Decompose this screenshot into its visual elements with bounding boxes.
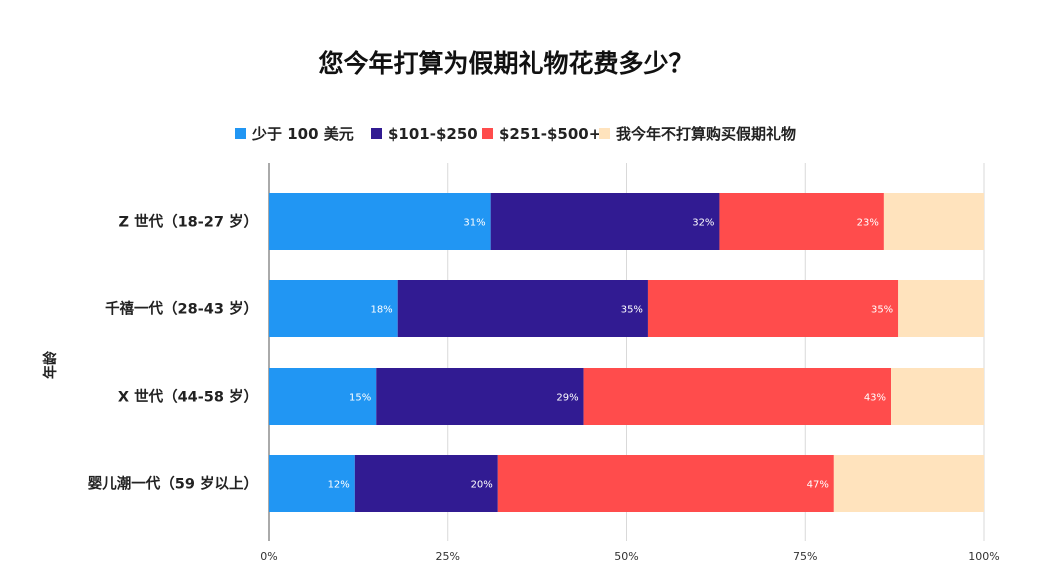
y-axis-label: 年龄 [42, 350, 59, 379]
legend-item[interactable]: $101-$250 [371, 125, 478, 143]
bar-segment [269, 455, 355, 512]
x-tick-label: 25% [436, 550, 460, 563]
bar-segment [397, 280, 648, 337]
data-label: 18% [370, 305, 392, 316]
bar-segment [376, 368, 584, 425]
x-tick-label: 0% [260, 550, 277, 563]
data-label: 47% [807, 480, 829, 491]
bar-segment [891, 368, 984, 425]
bar-segment [354, 455, 498, 512]
data-label: 31% [463, 218, 485, 229]
category-label: Z 世代（18-27 岁） [119, 213, 258, 231]
bar-segment [833, 455, 984, 512]
bar-segment [490, 193, 720, 250]
bar-segment [898, 280, 984, 337]
legend-item[interactable]: 我今年不打算购买假期礼物 [599, 125, 796, 143]
data-label: 23% [857, 218, 879, 229]
bar-segment [269, 368, 377, 425]
x-tick-label: 75% [793, 550, 817, 563]
chart-title: 您今年打算为假期礼物花费多少？ [318, 49, 693, 78]
bar-segment [719, 193, 884, 250]
bar-segment [883, 193, 984, 250]
data-label: 43% [864, 393, 886, 404]
data-label: 15% [349, 393, 371, 404]
legend-item[interactable]: 少于 100 美元 [235, 125, 354, 143]
x-tick-label: 50% [614, 550, 638, 563]
category-label: 婴儿潮一代（59 岁以上） [88, 475, 258, 493]
data-label: 12% [328, 480, 350, 491]
legend-swatch [371, 128, 382, 139]
category-label: 千禧一代（28-43 岁） [105, 300, 258, 318]
legend-swatch [235, 128, 246, 139]
x-tick-label: 100% [968, 550, 999, 563]
bar-segment [647, 280, 899, 337]
data-label: 29% [556, 393, 578, 404]
legend: 少于 100 美元 $101-$250 $251-$500+ 我今年不打算购买假期礼物 [235, 125, 796, 143]
bars: 31% 32% 23% 18% 35% 35% 15% 29% 43% 12% 20% 47% [269, 193, 984, 512]
data-label: 20% [471, 480, 493, 491]
category-label: X 世代（44-58 岁） [118, 388, 258, 406]
legend-label: 我今年不打算购买假期礼物 [616, 125, 796, 143]
legend-swatch [482, 128, 493, 139]
data-label: 35% [621, 305, 643, 316]
legend-label: $251-$500+ [499, 125, 601, 143]
legend-label: $101-$250 [388, 125, 478, 143]
bar-segment [583, 368, 892, 425]
bar-segment [269, 193, 491, 250]
bar-segment [497, 455, 834, 512]
data-label: 35% [871, 305, 893, 316]
data-label: 32% [692, 218, 714, 229]
legend-label: 少于 100 美元 [251, 125, 354, 143]
legend-item[interactable]: $251-$500+ [482, 125, 601, 143]
bar-segment [269, 280, 398, 337]
category-labels: Z 世代（18-27 岁） 千禧一代（28-43 岁） X 世代（44-58 岁） 婴… [88, 213, 258, 493]
legend-swatch [599, 128, 610, 139]
x-tick-labels: 0% 25% 50% 75% 100% [260, 550, 999, 563]
